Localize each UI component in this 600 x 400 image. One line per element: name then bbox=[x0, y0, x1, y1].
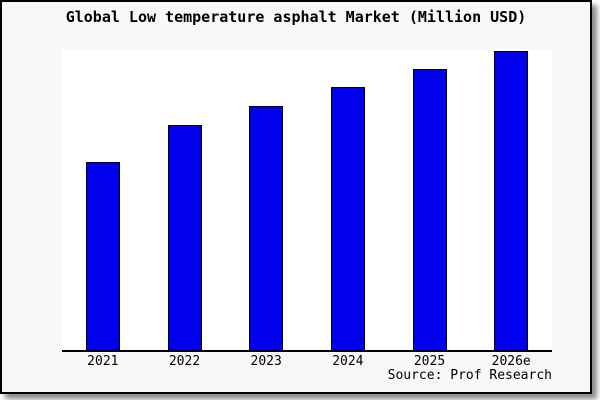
bar-2025 bbox=[412, 69, 447, 350]
bar-2023 bbox=[249, 106, 284, 350]
x-tick-label-2025: 2025 bbox=[413, 354, 446, 369]
bar-slot bbox=[144, 49, 226, 350]
x-tick-label-2021: 2021 bbox=[87, 354, 119, 369]
x-tick-label-2023: 2023 bbox=[250, 354, 282, 369]
x-tick-label-2022: 2022 bbox=[168, 354, 201, 369]
bar-slot bbox=[389, 49, 471, 350]
bar-slot bbox=[62, 49, 144, 350]
bar-slot bbox=[470, 49, 552, 350]
bar-2022 bbox=[167, 125, 202, 350]
x-tick-label-2026e: 2026e bbox=[491, 354, 531, 369]
source-text: Source: Prof Research bbox=[387, 368, 552, 383]
plot-area bbox=[62, 49, 552, 352]
bar-2026e bbox=[494, 51, 529, 350]
chart-title: Global Low temperature asphalt Market (M… bbox=[65, 8, 527, 26]
x-tick-label-2024: 2024 bbox=[332, 354, 364, 369]
bar-2021 bbox=[85, 162, 120, 350]
x-axis-labels: 2021 2022 2023 2024 2025 2026e bbox=[62, 354, 552, 369]
chart-window: Global Low temperature asphalt Market (M… bbox=[0, 0, 592, 394]
bar-slot bbox=[225, 49, 307, 350]
bar-slot bbox=[307, 49, 389, 350]
bar-2024 bbox=[330, 87, 365, 350]
